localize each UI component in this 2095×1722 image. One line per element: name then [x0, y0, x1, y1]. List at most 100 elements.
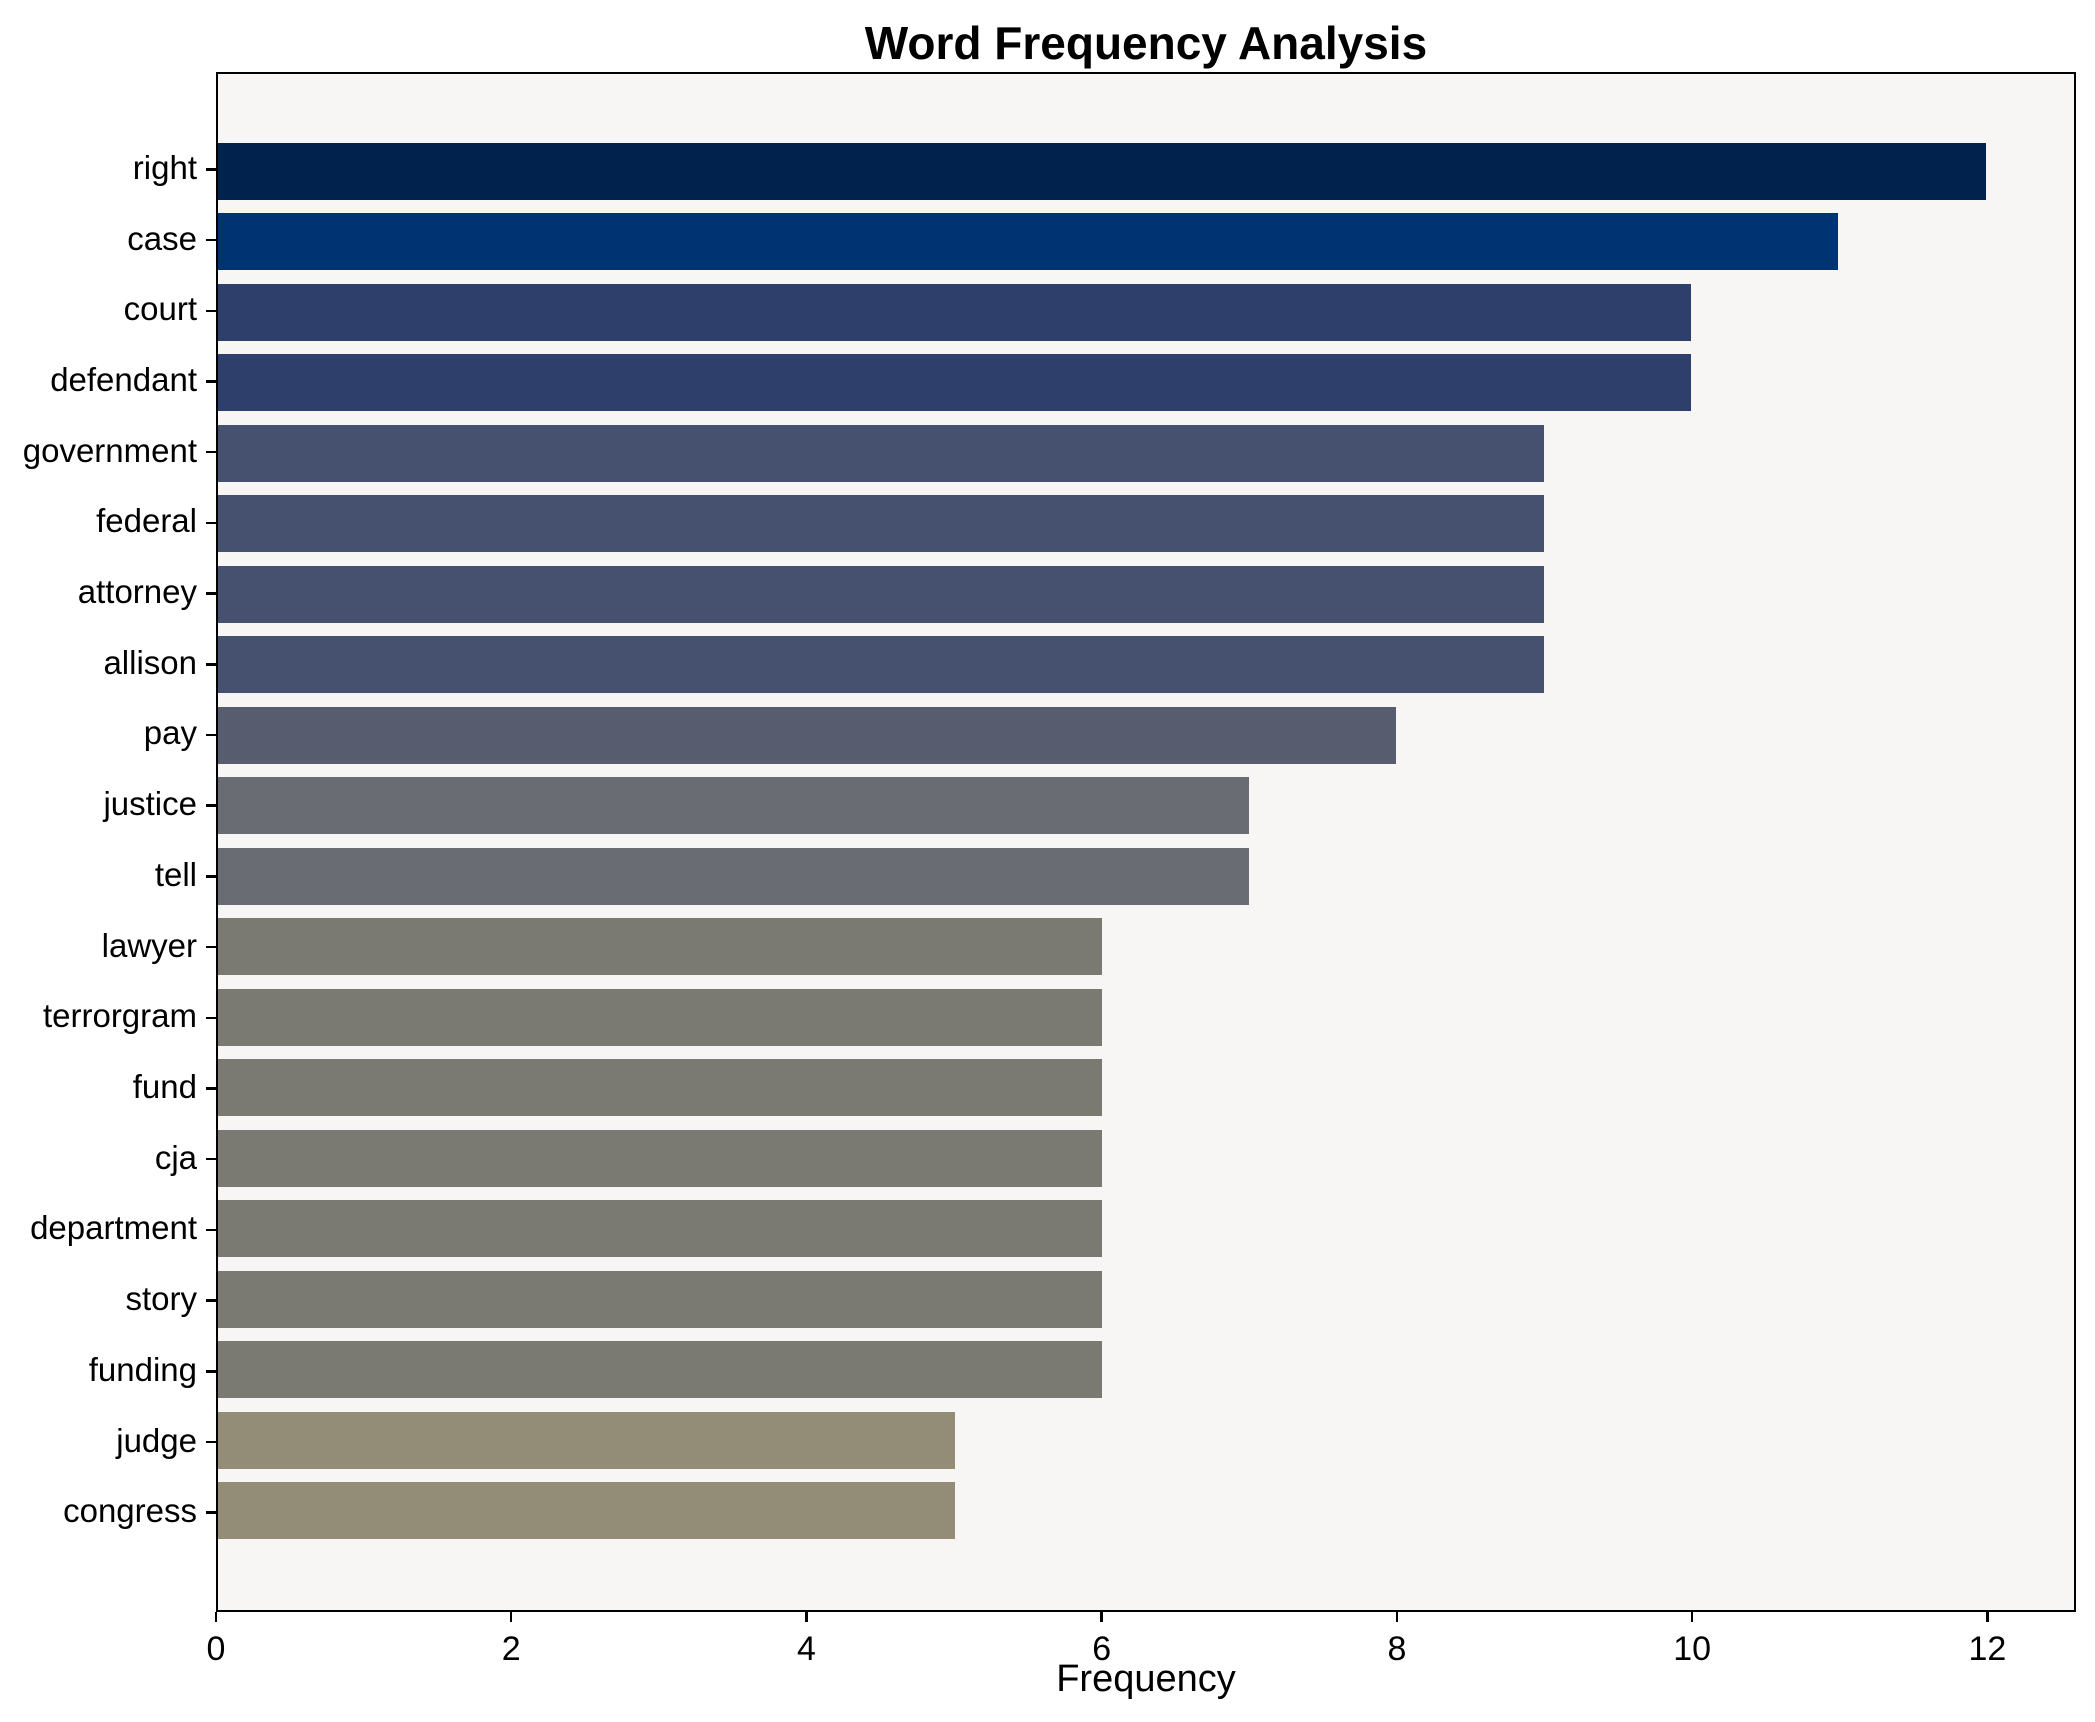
y-tick-label-attorney: attorney: [77, 573, 197, 611]
y-label-row-terrorgram: terrorgram: [0, 982, 216, 1053]
x-tick-label-6: 6: [1092, 1630, 1112, 1668]
bar-row-justice: [218, 771, 2074, 842]
y-tick-label-pay: pay: [143, 714, 197, 752]
bar-terrorgram: [218, 988, 1102, 1046]
bar-defendant: [218, 354, 1692, 412]
y-label-row-court: court: [0, 275, 216, 346]
y-tick-label-terrorgram: terrorgram: [42, 997, 197, 1035]
y-tick-label-funding: funding: [88, 1350, 197, 1388]
y-label-row-justice: justice: [0, 770, 216, 841]
y-tick-label-defendant: defendant: [50, 360, 197, 398]
bar-row-judge: [218, 1405, 2074, 1476]
bar-row-allison: [218, 630, 2074, 701]
bar-row-court: [218, 277, 2074, 348]
y-tick-mark-case: [206, 238, 216, 242]
y-tick-mark-fund: [206, 1087, 216, 1090]
bar-story: [218, 1270, 1102, 1328]
y-label-row-funding: funding: [0, 1336, 216, 1407]
bar-tell: [218, 847, 1250, 905]
bar-row-defendant: [218, 348, 2074, 419]
bar-row-cja: [218, 1123, 2074, 1194]
bar-row-terrorgram: [218, 982, 2074, 1053]
y-label-row-tell: tell: [0, 841, 216, 912]
bar-judge: [218, 1411, 955, 1469]
x-tick-mark-6: [1100, 1612, 1103, 1622]
y-label-row-department: department: [0, 1195, 216, 1266]
bar-row-case: [218, 207, 2074, 278]
y-tick-mark-right: [206, 168, 216, 171]
y-label-row-cja: cja: [0, 1124, 216, 1195]
bar-government: [218, 424, 1544, 482]
bar-row-attorney: [218, 559, 2074, 630]
x-tick-mark-2: [509, 1612, 513, 1622]
y-tick-label-lawyer: lawyer: [101, 926, 197, 964]
bar-court: [218, 283, 1692, 341]
bar-cja: [218, 1129, 1102, 1187]
bar-fund: [218, 1059, 1102, 1117]
x-axis-title: Frequency: [1056, 1658, 1236, 1700]
y-tick-mark-justice: [206, 804, 216, 807]
x-tick-mark-4: [805, 1612, 808, 1622]
y-tick-mark-federal: [206, 521, 216, 525]
bar-row-pay: [218, 700, 2074, 771]
bar-pay: [218, 706, 1397, 764]
y-label-row-allison: allison: [0, 629, 216, 700]
x-tick-mark-12: [1986, 1612, 1989, 1622]
y-label-row-congress: congress: [0, 1477, 216, 1548]
y-tick-label-tell: tell: [154, 855, 197, 893]
bar-row-government: [218, 418, 2074, 489]
y-label-row-lawyer: lawyer: [0, 912, 216, 983]
bar-right: [218, 142, 1986, 200]
y-tick-mark-defendant: [206, 380, 216, 383]
bar-case: [218, 213, 1839, 271]
bar-row-lawyer: [218, 912, 2074, 983]
y-tick-mark-department: [206, 1228, 216, 1232]
bar-allison: [218, 636, 1544, 694]
y-tick-label-justice: justice: [103, 785, 197, 823]
y-label-row-attorney: attorney: [0, 558, 216, 629]
y-label-row-pay: pay: [0, 700, 216, 771]
y-tick-label-government: government: [22, 431, 197, 469]
x-tick-label-10: 10: [1673, 1630, 1712, 1668]
x-tick-label-8: 8: [1387, 1630, 1407, 1668]
y-label-row-case: case: [0, 205, 216, 276]
bar-department: [218, 1200, 1102, 1258]
y-label-row-right: right: [0, 134, 216, 205]
bar-congress: [218, 1482, 955, 1540]
y-label-row-story: story: [0, 1265, 216, 1336]
bar-row-tell: [218, 841, 2074, 912]
x-tick-mark-10: [1690, 1612, 1694, 1622]
y-tick-label-federal: federal: [96, 502, 197, 540]
y-label-row-judge: judge: [0, 1407, 216, 1478]
bar-justice: [218, 777, 1250, 835]
plot-area: [216, 72, 2076, 1612]
y-label-row-fund: fund: [0, 1053, 216, 1124]
bar-funding: [218, 1341, 1102, 1399]
bar-row-department: [218, 1194, 2074, 1265]
bar-row-fund: [218, 1053, 2074, 1124]
y-tick-label-judge: judge: [116, 1421, 197, 1459]
y-axis-labels: right case court defendant government federal…: [0, 72, 216, 1612]
x-tick-label-0: 0: [206, 1630, 226, 1668]
y-tick-mark-attorney: [206, 592, 216, 595]
y-tick-mark-tell: [206, 875, 216, 878]
y-tick-mark-cja: [206, 1157, 216, 1161]
y-tick-label-allison: allison: [103, 643, 197, 681]
bar-federal: [218, 495, 1544, 553]
y-tick-mark-judge: [206, 1440, 216, 1444]
y-tick-label-cja: cja: [154, 1138, 197, 1176]
x-tick-label-12: 12: [1968, 1630, 2007, 1668]
y-tick-label-case: case: [127, 219, 197, 257]
y-tick-mark-funding: [206, 1370, 216, 1373]
y-tick-mark-congress: [206, 1511, 216, 1514]
y-tick-label-court: court: [123, 290, 197, 328]
bar-lawyer: [218, 918, 1102, 976]
x-tick-mark-8: [1395, 1612, 1399, 1622]
bars-container: [218, 74, 2074, 1610]
bar-row-right: [218, 136, 2074, 207]
y-tick-mark-allison: [206, 663, 216, 666]
y-tick-label-right: right: [132, 148, 197, 186]
x-tick-label-4: 4: [797, 1630, 816, 1668]
bar-row-congress: [218, 1476, 2074, 1547]
